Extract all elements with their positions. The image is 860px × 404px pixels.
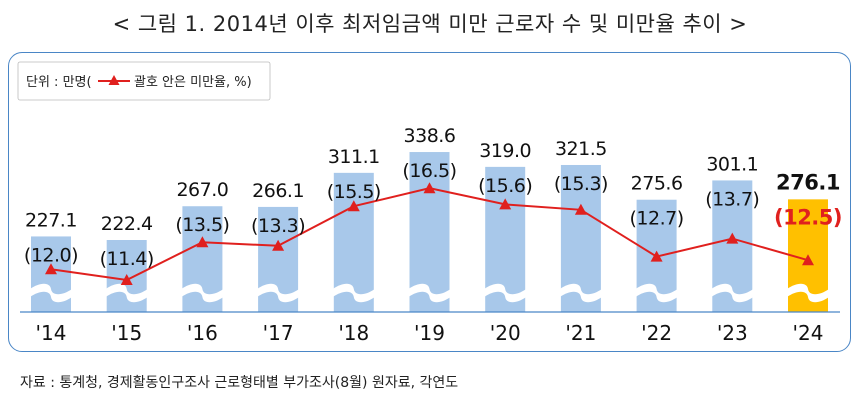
rate-label: (12.5)	[774, 205, 842, 229]
rate-marker	[574, 203, 587, 215]
bar-value-label: 321.5	[555, 138, 607, 160]
source-note: 자료 : 통계청, 경제활동인구조사 근로형태별 부가조사(8월) 원자료, 각…	[20, 375, 459, 391]
rate-marker	[196, 236, 209, 248]
x-tick-label: '18	[338, 321, 369, 345]
axis-break-wave	[257, 283, 300, 303]
rate-label: (15.5)	[327, 181, 381, 203]
rate-marker	[347, 200, 360, 212]
x-tick-label: '14	[36, 321, 67, 345]
x-tick-label: '15	[111, 321, 142, 345]
rate-marker	[272, 239, 285, 251]
bar-value-label: 275.6	[631, 173, 683, 195]
bar-value-label: 319.0	[479, 140, 531, 162]
bar-value-label: 311.1	[328, 146, 380, 168]
axis-break-wave	[559, 283, 602, 303]
x-tick-label: '16	[187, 321, 218, 345]
rate-label: (13.5)	[175, 214, 229, 236]
axis-break-wave	[30, 283, 72, 303]
rate-marker	[499, 198, 512, 210]
axis-break-wave	[635, 283, 678, 303]
x-tick-label: '20	[490, 321, 521, 345]
rate-marker	[650, 250, 663, 262]
x-tick-label: '21	[565, 321, 596, 345]
rate-label: (15.3)	[554, 173, 608, 195]
chart-panel	[8, 52, 851, 352]
rate-label: (12.7)	[630, 208, 684, 230]
x-tick-label: '17	[263, 321, 294, 345]
bar-value-label: 267.0	[176, 179, 228, 201]
rate-label: (13.3)	[251, 215, 305, 237]
rate-label: (12.0)	[24, 244, 78, 266]
x-tick-label: '22	[641, 321, 672, 345]
rate-marker	[802, 254, 814, 266]
unit-prefix: 단위 : 만명(	[26, 75, 92, 90]
axis-break-wave	[484, 283, 527, 303]
bar-value-label: 266.1	[252, 180, 304, 202]
bar-value-label: 301.1	[706, 153, 758, 175]
rate-label: (15.6)	[478, 175, 532, 197]
bar-value-label: 222.4	[101, 213, 153, 235]
rate-marker	[423, 182, 436, 194]
unit-legend: 단위 : 만명( 괄호 안은 미만율, %)	[17, 61, 271, 101]
rate-marker	[45, 263, 57, 275]
bar-value-label: 276.1	[776, 170, 840, 194]
x-tick-label: '24	[793, 321, 824, 345]
rate-marker	[120, 274, 133, 285]
axis-break-wave	[711, 283, 754, 303]
axis-break-wave	[105, 283, 148, 303]
rate-label: (11.4)	[100, 248, 154, 270]
rate-label: (16.5)	[402, 160, 456, 182]
axis-break-wave	[181, 283, 224, 303]
chart-title: < 그림 1. 2014년 이후 최저임금액 미만 근로자 수 및 미만율 추이…	[112, 12, 748, 36]
x-tick-label: '23	[717, 321, 748, 345]
bar-value-label: 227.1	[25, 209, 77, 231]
unit-suffix: 괄호 안은 미만율, %)	[134, 75, 252, 90]
x-tick-label: '19	[414, 321, 445, 345]
bar-value-label: 338.6	[404, 125, 456, 147]
axis-break-wave	[787, 283, 829, 303]
legend-triangle-icon	[108, 75, 120, 85]
axis-break-wave	[408, 283, 451, 303]
axis-break-wave	[332, 283, 375, 303]
rate-label: (13.7)	[705, 188, 759, 210]
rate-marker	[726, 232, 739, 244]
